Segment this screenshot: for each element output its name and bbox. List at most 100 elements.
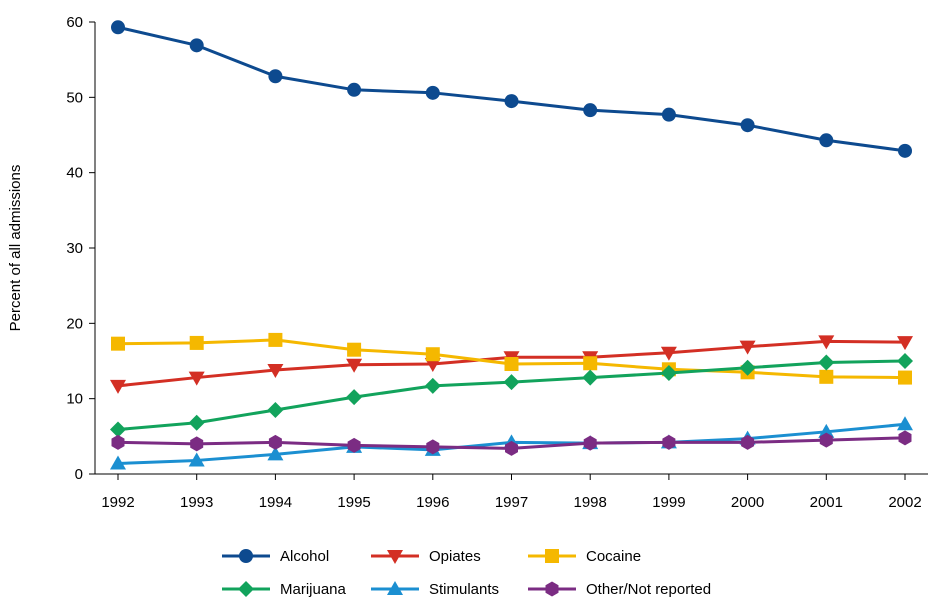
data-point-cocaine bbox=[504, 357, 519, 372]
legend-label: Stimulants bbox=[429, 581, 499, 598]
y-axis-ticks: 0 10 20 30 40 50 60 bbox=[66, 14, 95, 483]
x-tick-label: 2002 bbox=[888, 494, 921, 511]
data-point-opiates bbox=[739, 340, 756, 355]
data-point-stimulants bbox=[897, 416, 913, 431]
data-point-stimulants bbox=[818, 423, 835, 438]
data-point-cocaine bbox=[819, 369, 834, 384]
x-tick-label: 2000 bbox=[731, 494, 764, 511]
legend-item-cocaine: Cocaine bbox=[528, 548, 641, 565]
x-tick-label: 1996 bbox=[416, 494, 449, 511]
data-point-alcohol bbox=[661, 107, 676, 122]
legend-label: Alcohol bbox=[280, 548, 329, 565]
x-tick-label: 1992 bbox=[101, 494, 134, 511]
data-point-opiates bbox=[346, 358, 363, 373]
legend-item-other-not-reported: Other/Not reported bbox=[528, 581, 711, 598]
data-point-other-not-reported bbox=[505, 440, 518, 456]
legend-item-opiates: Opiates bbox=[371, 548, 481, 565]
data-point-stimulants bbox=[110, 455, 126, 470]
data-point-alcohol bbox=[583, 103, 598, 118]
legend-marker bbox=[238, 581, 254, 597]
data-point-alcohol bbox=[504, 94, 519, 109]
legend-marker bbox=[545, 549, 559, 563]
legend-item-marijuana: Marijuana bbox=[222, 581, 347, 598]
legend: Alcohol Opiates Cocaine Marijuana Stimulants… bbox=[222, 548, 711, 598]
data-point-opiates bbox=[267, 364, 284, 379]
data-point-opiates bbox=[424, 358, 441, 373]
series-alcohol bbox=[111, 20, 912, 158]
legend-label: Other/Not reported bbox=[586, 581, 711, 598]
data-point-cocaine bbox=[111, 336, 125, 351]
data-point-opiates bbox=[818, 335, 835, 350]
y-tick-label: 40 bbox=[66, 165, 83, 182]
data-point-other-not-reported bbox=[426, 439, 440, 455]
y-tick-label: 10 bbox=[66, 391, 83, 408]
data-point-other-not-reported bbox=[347, 437, 361, 453]
legend-label: Marijuana bbox=[280, 581, 347, 598]
legend-marker bbox=[387, 550, 403, 564]
data-point-marijuana bbox=[188, 414, 205, 431]
data-point-alcohol bbox=[425, 85, 440, 100]
series-other-not-reported bbox=[111, 430, 912, 456]
legend-marker bbox=[545, 581, 559, 597]
data-point-marijuana bbox=[739, 359, 756, 376]
x-tick-label: 1998 bbox=[574, 494, 607, 511]
y-tick-label: 50 bbox=[66, 89, 83, 106]
data-point-cocaine bbox=[268, 332, 283, 347]
data-point-other-not-reported bbox=[268, 434, 282, 450]
data-point-alcohol bbox=[819, 133, 834, 148]
x-tick-label: 1994 bbox=[259, 494, 292, 511]
x-tick-label: 1993 bbox=[180, 494, 213, 511]
data-point-other-not-reported bbox=[662, 434, 676, 450]
data-point-alcohol bbox=[347, 82, 362, 97]
x-tick-label: 2001 bbox=[810, 494, 843, 511]
data-point-marijuana bbox=[110, 421, 126, 438]
data-point-marijuana bbox=[582, 369, 599, 386]
x-tick-label: 1995 bbox=[337, 494, 370, 511]
y-tick-label: 60 bbox=[66, 14, 83, 31]
data-point-cocaine bbox=[898, 370, 912, 385]
data-point-opiates bbox=[660, 346, 677, 361]
y-tick-label: 30 bbox=[66, 240, 83, 257]
x-tick-label: 1999 bbox=[652, 494, 685, 511]
data-point-cocaine bbox=[583, 356, 598, 371]
data-point-marijuana bbox=[818, 354, 835, 371]
series-line-marijuana bbox=[117, 359, 906, 432]
legend-marker bbox=[239, 549, 253, 563]
data-point-marijuana bbox=[897, 353, 913, 369]
data-point-stimulants bbox=[267, 446, 284, 461]
y-tick-label: 20 bbox=[66, 315, 83, 332]
y-tick-label: 0 bbox=[75, 466, 83, 483]
data-point-alcohol bbox=[740, 118, 755, 133]
data-point-marijuana bbox=[424, 377, 441, 394]
series-marijuana bbox=[110, 353, 913, 438]
data-point-cocaine bbox=[189, 335, 204, 350]
data-point-other-not-reported bbox=[190, 436, 204, 452]
data-point-marijuana bbox=[267, 401, 284, 418]
data-point-other-not-reported bbox=[741, 434, 755, 450]
x-tick-label: 1997 bbox=[495, 494, 528, 511]
data-point-alcohol bbox=[898, 143, 912, 158]
x-axis-ticks: 1992 1993 1994 1995 1996 1997 1998 1999 2000 2001… bbox=[101, 474, 922, 511]
plot-area bbox=[110, 20, 913, 470]
data-point-opiates bbox=[188, 371, 205, 386]
legend-label: Cocaine bbox=[586, 548, 641, 565]
legend-item-alcohol: Alcohol bbox=[222, 548, 329, 565]
legend-label: Opiates bbox=[429, 548, 481, 565]
data-point-marijuana bbox=[346, 389, 363, 406]
data-point-alcohol bbox=[189, 38, 204, 53]
data-point-cocaine bbox=[347, 342, 362, 357]
legend-item-stimulants: Stimulants bbox=[371, 581, 499, 598]
data-point-other-not-reported bbox=[819, 432, 833, 448]
data-point-stimulants bbox=[188, 452, 205, 467]
data-point-alcohol bbox=[111, 20, 125, 35]
legend-marker bbox=[387, 581, 403, 595]
data-point-opiates bbox=[897, 336, 913, 351]
data-point-other-not-reported bbox=[111, 434, 125, 450]
series-line-alcohol bbox=[117, 25, 906, 153]
y-axis-title: Percent of all admissions bbox=[7, 165, 24, 332]
data-point-other-not-reported bbox=[898, 430, 912, 446]
data-point-marijuana bbox=[503, 374, 520, 391]
data-point-alcohol bbox=[268, 69, 283, 84]
